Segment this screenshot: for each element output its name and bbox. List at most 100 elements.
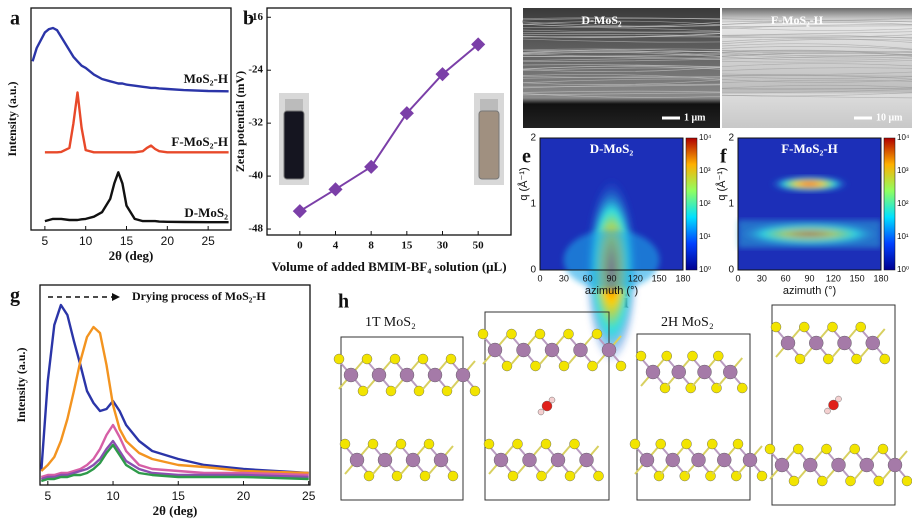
atom: [803, 458, 817, 472]
colorbar-label: 10³: [699, 166, 711, 175]
atom: [396, 439, 406, 449]
atom: [400, 368, 414, 382]
map-label: F-MoS₂-H: [781, 141, 838, 156]
atom: [559, 361, 569, 371]
atom: [502, 361, 512, 371]
panel-label: e: [522, 146, 531, 168]
y-tick-label: -24: [248, 64, 263, 76]
atom: [508, 471, 518, 481]
panel-label: a: [10, 8, 20, 30]
panel-label: g: [10, 285, 20, 307]
atom: [771, 322, 781, 332]
y-tick-label: -48: [248, 223, 263, 235]
atom: [592, 329, 602, 339]
scale-label: 10 μm: [876, 112, 903, 123]
atom: [856, 322, 866, 332]
atom: [344, 368, 358, 382]
atom: [537, 471, 547, 481]
atom: [795, 354, 805, 364]
atom: [743, 453, 757, 467]
atom: [406, 453, 420, 467]
colorbar-label: 10²: [897, 199, 909, 208]
x-tick-label: 25: [302, 489, 316, 503]
x-axis-label: 2θ (deg): [153, 503, 198, 518]
atom: [682, 439, 692, 449]
atom: [484, 439, 494, 449]
colorbar-label: 10⁰: [699, 265, 711, 274]
atom: [850, 444, 860, 454]
x-tick-label: 150: [652, 273, 667, 283]
marker: [328, 182, 342, 196]
atom: [775, 458, 789, 472]
x-tick-label: 20: [237, 489, 251, 503]
atom: [765, 444, 775, 454]
panel-label: f: [720, 146, 727, 168]
atom: [580, 453, 594, 467]
y-tick-label: -40: [248, 170, 263, 182]
atom: [692, 453, 706, 467]
x-tick-label: 10: [106, 489, 120, 503]
atom: [478, 329, 488, 339]
plot-frame: [40, 285, 310, 485]
atom: [564, 329, 574, 339]
x-tick-label: 4: [333, 240, 339, 252]
atom: [535, 329, 545, 339]
atom: [594, 471, 604, 481]
atom: [757, 471, 767, 481]
x-tick-label: 5: [42, 234, 49, 248]
structure-label: 1T MoS₂: [365, 315, 416, 330]
atom: [588, 361, 598, 371]
atom: [828, 322, 838, 332]
y-tick-label: 0: [530, 265, 536, 276]
x-tick-label: 0: [297, 240, 303, 252]
x-tick-label: 180: [675, 273, 690, 283]
intensity: [738, 220, 881, 248]
x-tick-label: 0: [537, 273, 542, 283]
atom: [846, 476, 856, 486]
x-tick-label: 60: [781, 273, 791, 283]
atom: [570, 439, 580, 449]
atom: [832, 458, 846, 472]
structure-label: 2H MoS₂: [661, 315, 714, 330]
atom: [888, 458, 902, 472]
atom: [640, 453, 654, 467]
series-label: MoS₂-H: [184, 71, 228, 86]
x-axis-label: azimuth (°): [783, 285, 836, 297]
atom: [630, 439, 640, 449]
y-tick-label: -16: [248, 11, 263, 23]
atom: [523, 453, 537, 467]
curve: [41, 327, 308, 473]
atom: [616, 361, 626, 371]
page: abcdefghi5101520252θ (deg)Intensity (a.u…: [0, 0, 912, 521]
y-tick-label: 1: [530, 199, 536, 210]
atom: [666, 453, 680, 467]
atom: [817, 476, 827, 486]
atom: [531, 361, 541, 371]
x-tick-label: 150: [850, 273, 865, 283]
colorbar-label: 10²: [699, 199, 711, 208]
atom: [350, 453, 364, 467]
sem-label: F-MoS₂-H: [771, 13, 824, 27]
y-axis-label: q (Å⁻¹): [517, 167, 530, 200]
atom: [368, 439, 378, 449]
atom: [513, 439, 523, 449]
x-axis-label: azimuth (°): [585, 285, 638, 297]
curve: [300, 44, 478, 211]
panel-label: h: [338, 291, 349, 313]
arrow-head: [112, 293, 120, 301]
atom: [364, 471, 374, 481]
atom: [825, 408, 831, 414]
atom: [793, 444, 803, 454]
atom: [733, 439, 743, 449]
atom: [636, 351, 646, 361]
y-tick-label: 0: [728, 265, 734, 276]
x-tick-label: 15: [172, 489, 186, 503]
atom: [698, 365, 712, 379]
atom: [334, 354, 344, 364]
atom: [836, 396, 842, 402]
atom: [551, 453, 565, 467]
atom: [656, 439, 666, 449]
x-tick-label: 90: [804, 273, 814, 283]
y-axis-label: Zeta potential (mV): [233, 71, 247, 172]
atom: [494, 453, 508, 467]
